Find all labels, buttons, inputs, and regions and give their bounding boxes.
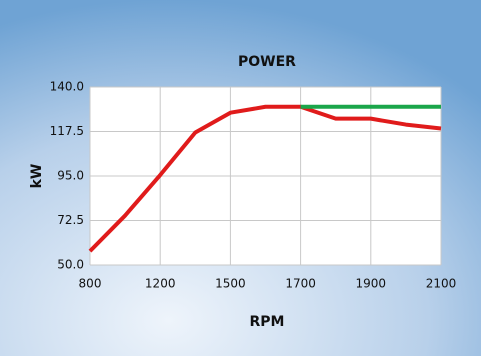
y-tick-label: 140.0	[50, 80, 84, 94]
x-tick-label: 1500	[215, 277, 246, 291]
x-axis-label: RPM	[250, 314, 285, 330]
x-tick-label: 1700	[285, 277, 316, 291]
x-tick-label: 2100	[426, 277, 457, 291]
x-tick-label: 1900	[356, 277, 387, 291]
chart-title: POWER	[238, 54, 296, 70]
x-tick-label: 1200	[145, 277, 176, 291]
y-axis-label: kW	[29, 164, 45, 189]
y-tick-label: 95.0	[57, 169, 84, 183]
x-tick-label: 800	[79, 277, 102, 291]
y-tick-label: 50.0	[57, 258, 84, 272]
y-tick-label: 117.5	[50, 124, 84, 138]
series-line	[88, 104, 442, 253]
y-tick-label: 72.5	[57, 213, 84, 227]
